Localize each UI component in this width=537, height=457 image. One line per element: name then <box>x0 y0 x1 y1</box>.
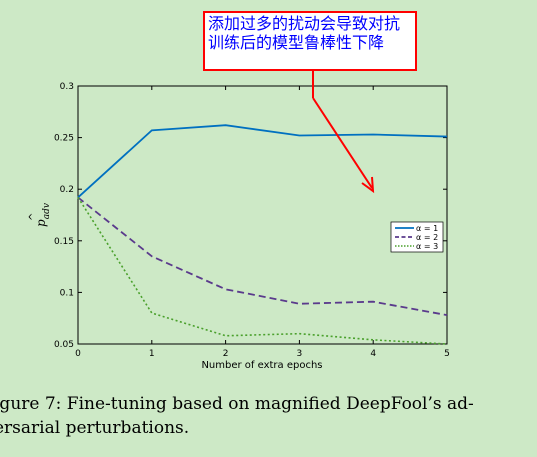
legend-label-3: α = 3 <box>416 242 438 251</box>
x-tick-label: 5 <box>444 349 450 359</box>
legend-box <box>390 221 444 253</box>
y-tick-label: 0.05 <box>54 340 74 350</box>
series-line-3 <box>77 197 448 345</box>
caption-line-2: ersarial perturbations. <box>0 418 190 438</box>
x-tick-label: 0 <box>75 349 81 359</box>
x-tick-label: 3 <box>297 349 303 359</box>
x-axis-label: Number of extra epochs <box>201 360 322 371</box>
y-tick-label: 0.1 <box>60 288 74 298</box>
y-axis-label: padv ^ <box>28 203 52 227</box>
legend-label-1: α = 1 <box>416 224 438 233</box>
y-tick-label: 0.2 <box>60 185 74 195</box>
x-tick-label: 2 <box>223 349 229 359</box>
series-line-1 <box>77 124 448 199</box>
y-tick-label: 0.15 <box>54 237 74 247</box>
series-lines <box>77 124 448 345</box>
caption-line-1: igure 7: Fine-tuning based on magnified … <box>0 394 474 414</box>
x-axis-ticks: 0 1 2 3 4 5 <box>75 86 450 359</box>
plot-area <box>77 85 448 345</box>
series-line-2 <box>77 196 448 316</box>
y-tick-label: 0.3 <box>60 82 74 92</box>
svg-text:^: ^ <box>28 213 39 221</box>
y-axis-ticks: 0.05 0.1 0.15 0.2 0.25 0.3 <box>54 82 447 350</box>
x-tick-label: 1 <box>149 349 155 359</box>
figure-caption: igure 7: Fine-tuning based on magnified … <box>0 392 537 440</box>
annotation-arrow <box>312 71 375 194</box>
legend-label-2: α = 2 <box>416 233 438 242</box>
annotation-box: 添加过多的扰动会导致对抗训练后的模型鲁棒性下降 <box>203 11 417 71</box>
annotation-text: 添加过多的扰动会导致对抗训练后的模型鲁棒性下降 <box>208 14 401 52</box>
legend: α = 1α = 2α = 3 <box>390 221 444 253</box>
y-tick-label: 0.25 <box>54 134 74 144</box>
x-tick-label: 4 <box>370 349 376 359</box>
